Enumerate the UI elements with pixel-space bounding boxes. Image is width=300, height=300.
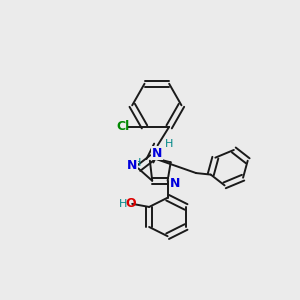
Text: H: H: [119, 199, 127, 209]
Text: H: H: [133, 158, 141, 168]
FancyBboxPatch shape: [42, 40, 266, 263]
Text: Cl: Cl: [116, 120, 130, 134]
Text: H: H: [165, 139, 173, 149]
Text: N: N: [170, 177, 181, 190]
Text: N: N: [127, 159, 137, 172]
Text: N: N: [152, 146, 162, 160]
Text: O: O: [125, 197, 136, 210]
